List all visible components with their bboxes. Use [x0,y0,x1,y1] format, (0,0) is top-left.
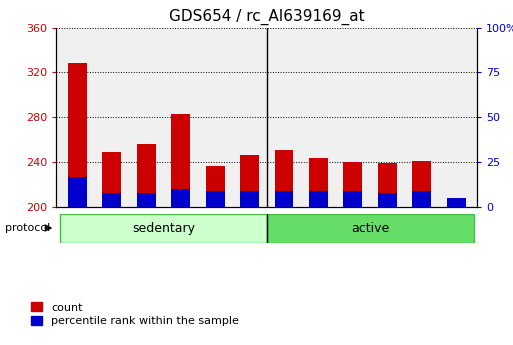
Title: GDS654 / rc_AI639169_at: GDS654 / rc_AI639169_at [169,9,365,25]
Bar [309,158,328,207]
Bar [447,198,466,207]
Bar [102,152,121,207]
Bar [447,199,466,207]
Bar [136,193,155,207]
Bar [412,161,431,207]
Bar [267,214,473,243]
Bar [240,191,259,207]
Text: sedentary: sedentary [132,222,195,235]
Bar [68,63,87,207]
Text: protocol: protocol [5,223,50,233]
Bar [206,191,225,207]
Bar [171,114,190,207]
Bar [171,189,190,207]
Bar [378,163,397,207]
Bar [412,191,431,207]
Bar [274,150,293,207]
Bar [344,191,363,207]
Bar [240,155,259,207]
Bar [309,191,328,207]
Bar [68,177,87,207]
Bar [378,193,397,207]
Bar [344,162,363,207]
Text: active: active [351,222,389,235]
Bar [206,166,225,207]
Bar [102,193,121,207]
Bar [136,144,155,207]
Legend: count, percentile rank within the sample: count, percentile rank within the sample [31,302,239,326]
Bar [274,191,293,207]
Bar [60,214,267,243]
